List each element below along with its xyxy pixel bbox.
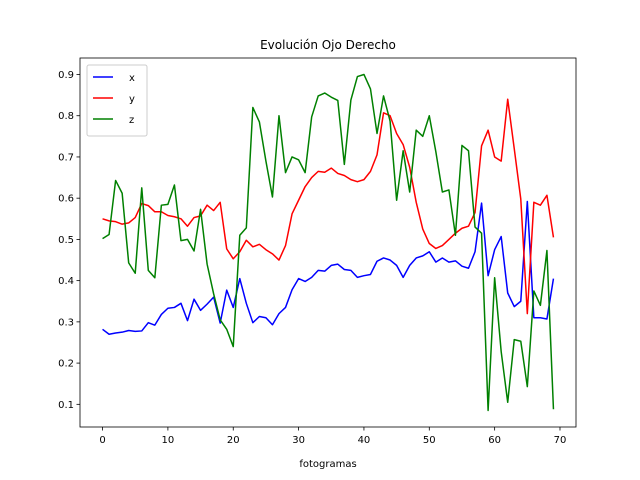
legend-label: z: [129, 115, 134, 126]
x-tick-label: 10: [162, 435, 175, 446]
y-tick-label: 0.6: [58, 194, 74, 205]
legend-box: [86, 64, 148, 137]
series-line: [102, 200, 555, 335]
x-tick-label: 40: [358, 435, 371, 446]
y-tick-label: 0.2: [58, 359, 74, 370]
y-tick-label: 0.1: [58, 400, 74, 411]
legend-label: x: [129, 73, 135, 84]
y-tick-label: 0.5: [58, 235, 74, 246]
y-tick-label: 0.7: [58, 152, 74, 163]
x-tick-label: 0: [99, 435, 105, 446]
y-tick-label: 0.3: [58, 317, 74, 328]
x-tick-label: 30: [292, 435, 305, 446]
x-tick-label: 50: [423, 435, 436, 446]
plot-frame: [79, 57, 577, 428]
y-tick-label: 0.8: [58, 111, 74, 122]
x-tick-label: 70: [554, 435, 567, 446]
x-tick-label: 60: [488, 435, 501, 446]
y-tick-label: 0.9: [58, 70, 74, 81]
x-axis-label: fotogramas: [299, 459, 356, 470]
chart-title: Evolución Ojo Derecho: [260, 38, 396, 52]
x-tick-label: 20: [227, 435, 240, 446]
legend-label: y: [129, 94, 135, 105]
series-line: [102, 73, 555, 412]
y-tick-label: 0.4: [58, 276, 74, 287]
